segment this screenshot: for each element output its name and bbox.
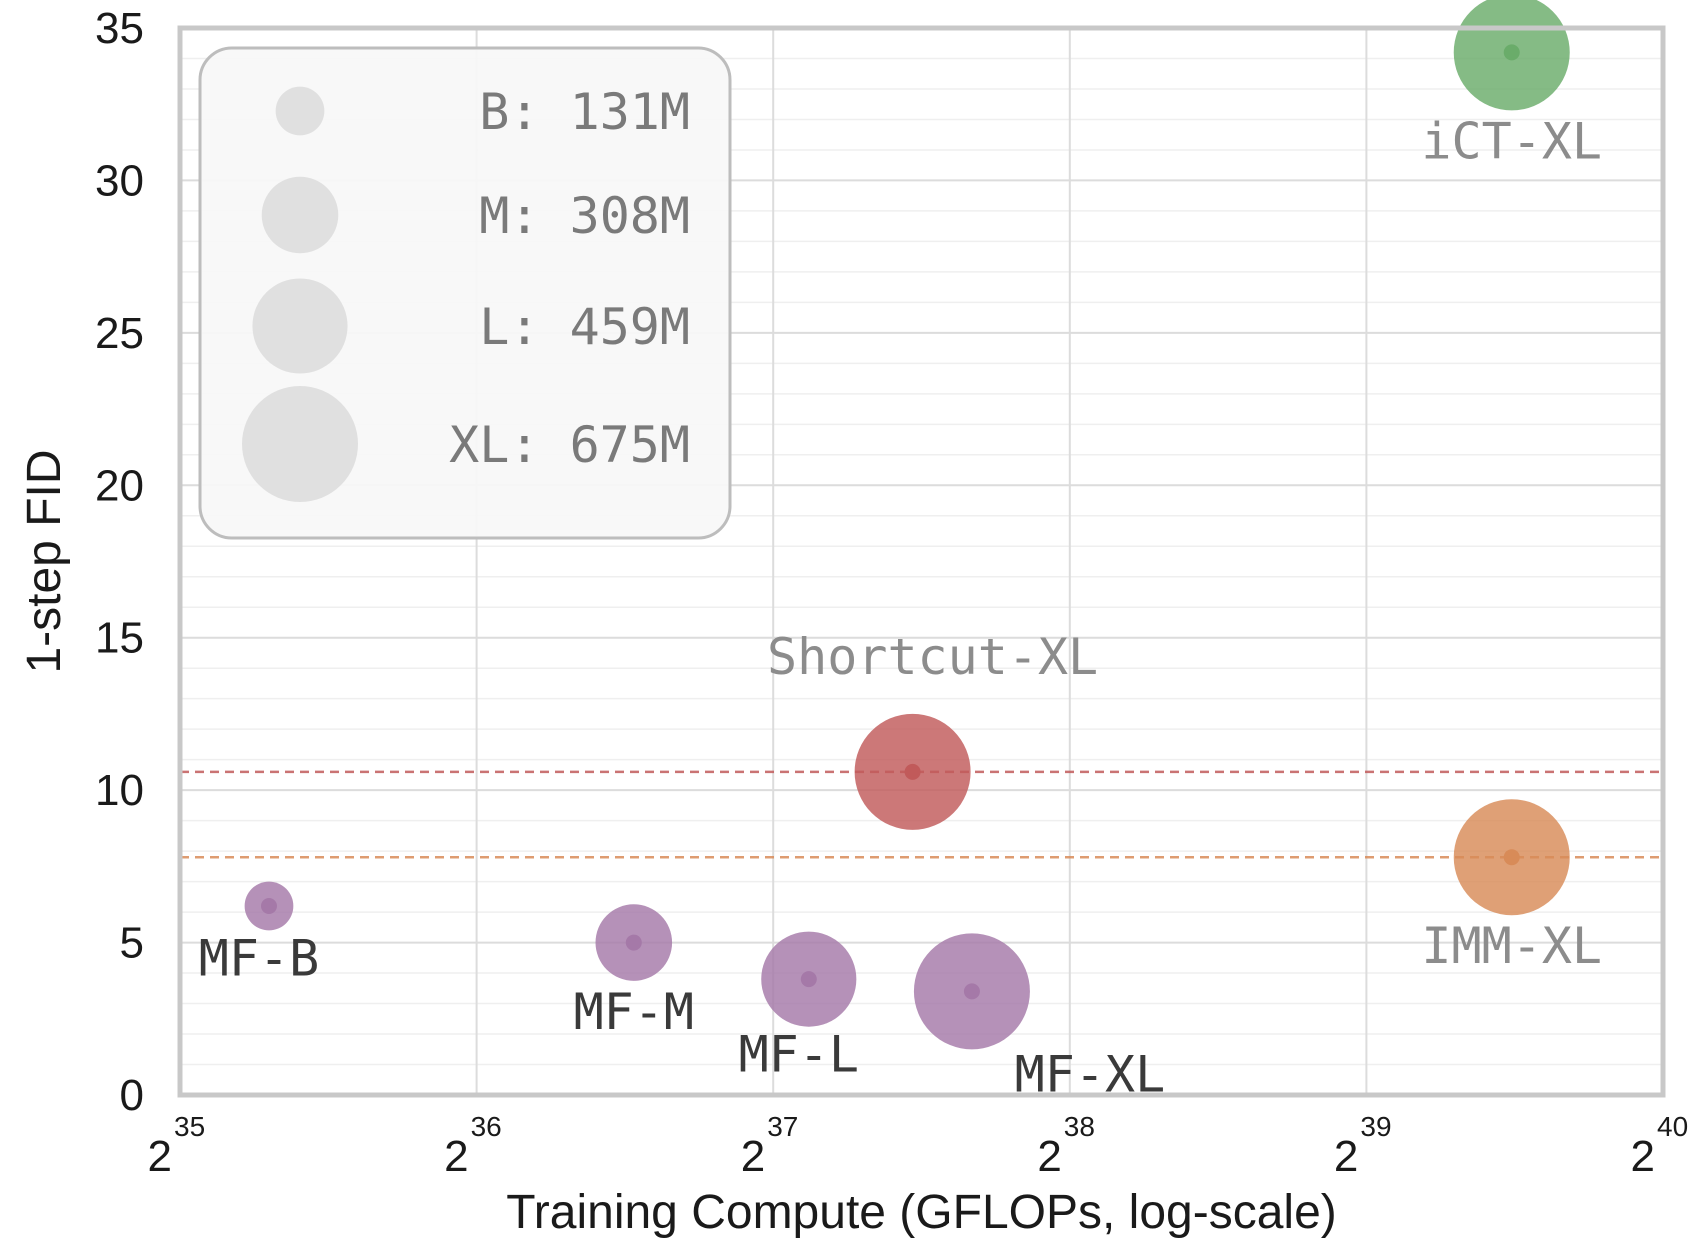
y-tick-label: 35 xyxy=(95,4,144,53)
minor-gridlines xyxy=(180,57,1663,1066)
x-tick-base: 2 xyxy=(1037,1132,1061,1181)
x-tick-base: 2 xyxy=(444,1132,468,1181)
legend-label: XL: 675M xyxy=(449,416,690,474)
x-tick-base: 2 xyxy=(1334,1132,1358,1181)
point-center xyxy=(963,983,980,1000)
x-tick-exponent: 37 xyxy=(767,1111,798,1142)
x-tick-base: 2 xyxy=(1631,1132,1655,1181)
legend-marker xyxy=(275,86,325,136)
legend-label: L: 459M xyxy=(479,298,690,356)
y-axis-title: 1-step FID xyxy=(18,449,71,673)
point-center xyxy=(904,763,921,780)
x-tick-label: 240 xyxy=(1631,1111,1689,1181)
y-tick-label: 20 xyxy=(95,461,144,510)
x-tick-label: 237 xyxy=(741,1111,799,1181)
x-tick-label: 239 xyxy=(1334,1111,1392,1181)
x-tick-exponent: 39 xyxy=(1360,1111,1391,1142)
legend-entry: XL: 675M xyxy=(242,386,690,502)
x-tick-exponent: 40 xyxy=(1657,1111,1688,1142)
x-tick-base: 2 xyxy=(741,1132,765,1181)
y-tick-label: 15 xyxy=(95,614,144,663)
legend-label: B: 131M xyxy=(479,83,690,141)
y-tick-label: 0 xyxy=(120,1071,144,1120)
point-label: MF-L xyxy=(739,1026,859,1084)
point-center xyxy=(1503,44,1520,61)
x-tick-exponent: 36 xyxy=(471,1111,502,1142)
y-tick-label: 30 xyxy=(95,156,144,205)
x-tick-label: 236 xyxy=(444,1111,502,1181)
y-tick-label: 25 xyxy=(95,309,144,358)
x-tick-label: 235 xyxy=(148,1111,206,1181)
y-tick-labels: 0 5 10 15 20 25 30 35 xyxy=(95,4,144,1120)
legend-marker xyxy=(242,386,358,502)
legend-entry: M: 308M xyxy=(261,176,690,254)
x-tick-exponent: 35 xyxy=(174,1111,205,1142)
legend-entry: B: 131M xyxy=(275,83,690,141)
point-label: MF-M xyxy=(574,983,694,1041)
x-tick-exponent: 38 xyxy=(1064,1111,1095,1142)
legend: B: 131M M: 308M L: 459M XL: 675M xyxy=(198,46,732,540)
x-axis-title: Training Compute (GFLOPs, log-scale) xyxy=(506,1186,1337,1239)
y-tick-label: 10 xyxy=(95,766,144,815)
y-tick-label: 5 xyxy=(120,919,144,968)
point-label: MF-B xyxy=(199,929,319,987)
point-label: Shortcut-XL xyxy=(767,628,1098,686)
legend-label: M: 308M xyxy=(479,187,690,245)
point-center xyxy=(625,934,642,951)
legend-marker xyxy=(261,176,339,254)
legend-entry: L: 459M xyxy=(252,278,690,374)
legend-marker xyxy=(252,278,348,374)
point-label: iCT-XL xyxy=(1421,112,1602,170)
point-center xyxy=(260,897,277,914)
point-label: IMM-XL xyxy=(1421,917,1602,975)
x-tick-label: 238 xyxy=(1037,1111,1095,1181)
point-center xyxy=(1503,849,1520,866)
x-tick-base: 2 xyxy=(148,1132,172,1181)
point-center xyxy=(800,971,817,988)
plot-frame xyxy=(177,25,1666,1098)
